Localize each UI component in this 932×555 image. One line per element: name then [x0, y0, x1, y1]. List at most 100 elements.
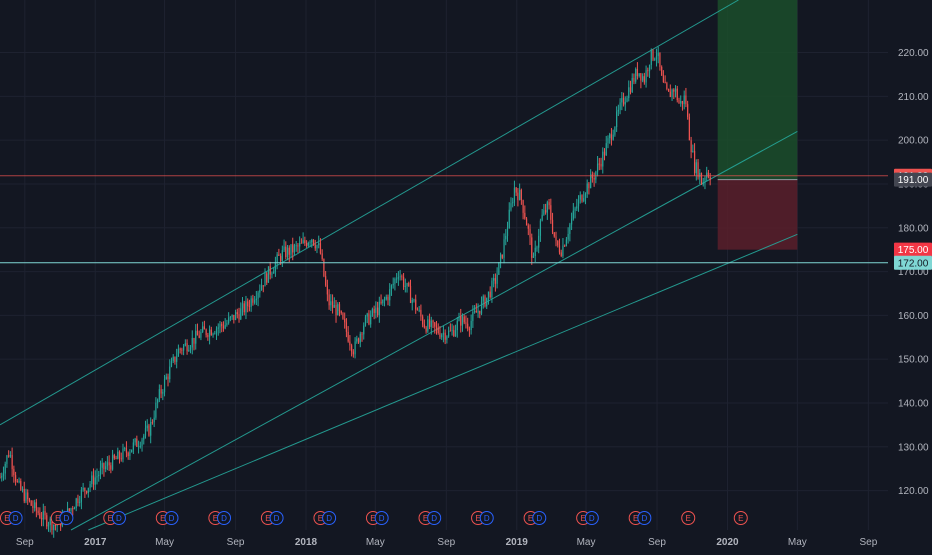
- candle-body: [657, 52, 659, 57]
- candle-body: [259, 290, 261, 293]
- earnings-marker[interactable]: E: [681, 511, 696, 525]
- candle-body: [254, 300, 256, 303]
- candle-body: [368, 313, 370, 325]
- event-circle: [681, 511, 696, 525]
- candle-body: [16, 481, 18, 483]
- candle-body: [267, 266, 270, 283]
- candle-body: [397, 277, 399, 279]
- event-letter: E: [265, 514, 270, 523]
- event-letter: E: [738, 514, 743, 523]
- candle-body: [347, 331, 349, 342]
- candle-body: [430, 320, 432, 327]
- candle-body: [113, 455, 115, 459]
- candle-body: [678, 100, 680, 104]
- event-letter: E: [475, 514, 480, 523]
- x-tick-label: May: [788, 537, 807, 548]
- dividend-marker[interactable]: D: [584, 511, 599, 525]
- earnings-marker[interactable]: E: [733, 511, 748, 525]
- candle-body: [541, 214, 543, 221]
- candle-body: [491, 280, 493, 298]
- candle-body: [525, 218, 528, 226]
- event-letter: D: [379, 514, 385, 523]
- dividend-marker[interactable]: D: [427, 511, 442, 525]
- dividend-marker[interactable]: D: [479, 511, 494, 525]
- dividend-marker[interactable]: D: [111, 511, 126, 525]
- candle-body: [101, 463, 103, 468]
- candle-body: [603, 151, 606, 156]
- dividend-marker[interactable]: D: [164, 511, 179, 525]
- candle-body: [458, 316, 460, 321]
- candle-body: [659, 52, 661, 67]
- candle-body: [288, 247, 290, 255]
- candle-body: [636, 68, 639, 77]
- candle-body: [652, 49, 654, 60]
- dividend-marker[interactable]: D: [532, 511, 547, 525]
- dividend-marker[interactable]: D: [269, 511, 284, 525]
- event-letter: D: [116, 514, 122, 523]
- y-tick-label: 170.00: [898, 267, 929, 278]
- candle-body: [489, 291, 491, 298]
- candle-body: [667, 89, 670, 92]
- candle-body: [6, 455, 8, 464]
- candle-body: [519, 189, 521, 200]
- candle-body: [132, 442, 134, 450]
- candle-body: [512, 202, 514, 204]
- candle-body: [681, 101, 684, 105]
- candle-body: [219, 323, 221, 328]
- candle-body: [176, 356, 178, 362]
- candle-body: [704, 177, 706, 182]
- candle-body: [428, 319, 431, 327]
- candle-body: [224, 324, 226, 329]
- dividend-marker[interactable]: D: [59, 511, 74, 525]
- candle-body: [416, 309, 419, 311]
- candle-body: [666, 83, 668, 90]
- candle-body: [115, 458, 117, 460]
- x-axis[interactable]: Sep 2017 May Sep 2018 May Sep 2019 May Sep 2020 May…: [16, 537, 878, 548]
- candle-body: [158, 389, 160, 400]
- candle-body: [129, 452, 131, 456]
- candle-body: [470, 320, 472, 331]
- candle-body: [30, 500, 32, 506]
- candle-body: [163, 379, 166, 393]
- y-tick-label: 140.00: [898, 398, 929, 409]
- candle-body: [68, 508, 70, 511]
- candle-body: [520, 189, 522, 201]
- candle-body: [461, 316, 464, 326]
- candle-body: [326, 285, 328, 295]
- candle-body: [674, 88, 677, 92]
- candle-body: [662, 75, 665, 83]
- candle-body: [683, 95, 685, 105]
- candle-body: [89, 483, 91, 488]
- candle-body: [92, 475, 95, 485]
- candle-body: [46, 515, 48, 527]
- candle-body: [134, 438, 136, 443]
- candle-body: [565, 239, 568, 247]
- candle-body: [376, 307, 379, 316]
- candle-body: [472, 311, 474, 321]
- candle-body: [234, 312, 237, 320]
- candle-body: [378, 301, 380, 316]
- candle-body: [51, 518, 53, 530]
- dividend-marker[interactable]: D: [637, 511, 652, 525]
- candle-body: [110, 465, 112, 470]
- candle-body: [122, 448, 124, 460]
- event-letter: E: [160, 514, 165, 523]
- dividend-marker[interactable]: D: [374, 511, 389, 525]
- x-tick-label: Sep: [227, 537, 245, 548]
- x-tick-label: Sep: [859, 537, 877, 548]
- dividend-marker[interactable]: D: [217, 511, 232, 525]
- candle-body: [136, 438, 138, 447]
- event-circle: [8, 511, 23, 525]
- candle-body: [574, 208, 576, 211]
- candle-body: [80, 489, 83, 502]
- price-tag-label: 172.00: [898, 258, 929, 269]
- candle-body: [621, 97, 623, 103]
- candle-body: [706, 172, 708, 178]
- dividend-marker[interactable]: D: [322, 511, 337, 525]
- candle-body: [363, 325, 365, 335]
- dividend-marker[interactable]: D: [8, 511, 23, 525]
- candle-body: [191, 337, 193, 348]
- candle-body: [108, 462, 110, 466]
- candle-body: [335, 305, 337, 316]
